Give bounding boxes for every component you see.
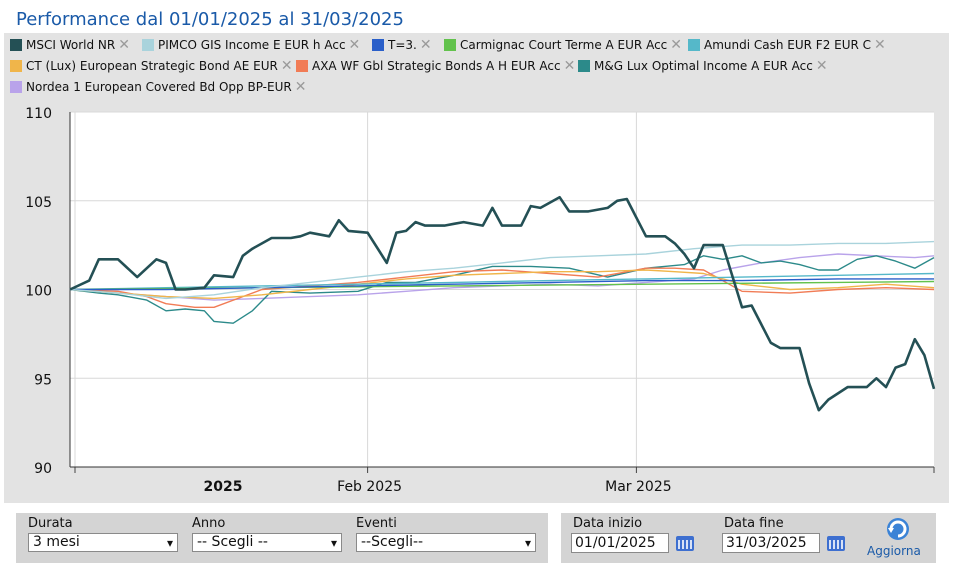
chart-area: 90 95 100 105 110 2025 Feb 2025 Mar 2025 xyxy=(4,99,949,503)
series-line xyxy=(69,253,935,301)
legend: MSCI World NR ✕ PIMCO GIS Income E EUR h… xyxy=(4,33,949,99)
legend-item-msci: MSCI World NR ✕ xyxy=(10,36,130,54)
legend-item-carmignac: Carmignac Court Terme A EUR Acc ✕ xyxy=(444,36,682,54)
y-tick-label: 95 xyxy=(34,372,52,388)
anno-label: Anno xyxy=(192,516,226,531)
remove-series-icon[interactable]: ✕ xyxy=(280,58,293,74)
legend-swatch xyxy=(10,81,22,93)
legend-label: MSCI World NR xyxy=(26,38,116,52)
chevron-down-icon: ▾ xyxy=(330,536,337,550)
durata-label: Durata xyxy=(28,516,73,531)
y-tick-label: 105 xyxy=(25,195,52,211)
legend-item-t3: T=3. ✕ xyxy=(372,36,432,54)
series-line xyxy=(69,255,935,324)
performance-chart[interactable]: 90 95 100 105 110 2025 Feb 2025 Mar 2025 xyxy=(4,99,949,503)
eventi-label: Eventi xyxy=(356,516,397,531)
y-tick-label: 90 xyxy=(34,461,52,477)
anno-select[interactable]: -- Scegli -- ▾ xyxy=(192,533,342,552)
refresh-label[interactable]: Aggiorna xyxy=(867,544,921,558)
legend-label: M&G Lux Optimal Income A EUR Acc xyxy=(594,59,813,73)
refresh-icon xyxy=(887,518,909,540)
series-line xyxy=(70,278,934,291)
remove-series-icon[interactable]: ✕ xyxy=(670,37,682,53)
remove-series-icon[interactable]: ✕ xyxy=(348,37,361,53)
remove-series-icon[interactable]: ✕ xyxy=(294,79,307,95)
legend-swatch xyxy=(688,39,700,51)
legend-swatch xyxy=(10,39,22,51)
legend-swatch xyxy=(296,60,308,72)
x-tick-label: Mar 2025 xyxy=(605,479,672,495)
x-tick-label: 2025 xyxy=(204,479,243,495)
series-line xyxy=(69,195,936,412)
data-fine-input[interactable]: 31/03/2025 xyxy=(722,533,820,553)
legend-label: Amundi Cash EUR F2 EUR C xyxy=(704,38,872,52)
filter-panel: Durata 3 mesi ▾ Anno -- Scegli -- ▾ Even… xyxy=(16,513,548,563)
anno-value: -- Scegli -- xyxy=(197,534,268,550)
calendar-icon[interactable] xyxy=(827,536,845,551)
series-line xyxy=(69,240,935,300)
remove-series-icon[interactable]: ✕ xyxy=(874,37,886,53)
chevron-down-icon: ▾ xyxy=(524,536,531,550)
legend-swatch xyxy=(10,60,22,72)
durata-select[interactable]: 3 mesi ▾ xyxy=(28,533,178,552)
remove-series-icon[interactable]: ✕ xyxy=(815,58,828,74)
legend-item-ct: CT (Lux) European Strategic Bond AE EUR … xyxy=(10,57,293,75)
legend-label: T=3. xyxy=(388,38,417,52)
legend-swatch xyxy=(444,39,456,51)
series-line xyxy=(69,272,935,291)
durata-value: 3 mesi xyxy=(33,534,80,550)
remove-series-icon[interactable]: ✕ xyxy=(118,37,130,53)
legend-item-axa: AXA WF Gbl Strategic Bonds A H EUR Acc ✕ xyxy=(296,57,575,75)
remove-series-icon[interactable]: ✕ xyxy=(563,58,576,74)
legend-label: Carmignac Court Terme A EUR Acc xyxy=(460,38,668,52)
data-fine-label: Data fine xyxy=(724,516,784,531)
calendar-icon[interactable] xyxy=(676,536,694,551)
legend-label: CT (Lux) European Strategic Bond AE EUR xyxy=(26,59,278,73)
series-line xyxy=(69,269,935,300)
chevron-down-icon: ▾ xyxy=(166,536,173,550)
data-inizio-label: Data inizio xyxy=(573,516,643,531)
eventi-value: --Scegli-- xyxy=(361,534,424,550)
legend-swatch xyxy=(142,39,154,51)
date-panel: Data inizio 01/01/2025 Data fine 31/03/2… xyxy=(561,513,936,563)
y-tick-label: 110 xyxy=(25,106,52,122)
eventi-select[interactable]: --Scegli-- ▾ xyxy=(356,533,536,552)
page-title: Performance dal 01/01/2025 al 31/03/2025 xyxy=(16,9,404,30)
x-tick-label: Feb 2025 xyxy=(337,479,402,495)
y-tick-label: 100 xyxy=(25,284,52,300)
legend-item-amundi: Amundi Cash EUR F2 EUR C ✕ xyxy=(688,36,886,54)
legend-swatch xyxy=(372,39,384,51)
legend-item-nordea: Nordea 1 European Covered Bd Opp BP-EUR … xyxy=(10,78,306,96)
legend-item-mg: M&G Lux Optimal Income A EUR Acc ✕ xyxy=(578,57,828,75)
legend-label: PIMCO GIS Income E EUR h Acc xyxy=(158,38,346,52)
data-inizio-input[interactable]: 01/01/2025 xyxy=(571,533,669,553)
legend-swatch xyxy=(578,60,590,72)
legend-label: Nordea 1 European Covered Bd Opp BP-EUR xyxy=(26,80,292,94)
series-line xyxy=(69,267,935,309)
legend-label: AXA WF Gbl Strategic Bonds A H EUR Acc xyxy=(312,59,561,73)
legend-item-pimco: PIMCO GIS Income E EUR h Acc ✕ xyxy=(142,36,360,54)
remove-series-icon[interactable]: ✕ xyxy=(419,37,432,53)
refresh-button[interactable] xyxy=(883,516,913,542)
